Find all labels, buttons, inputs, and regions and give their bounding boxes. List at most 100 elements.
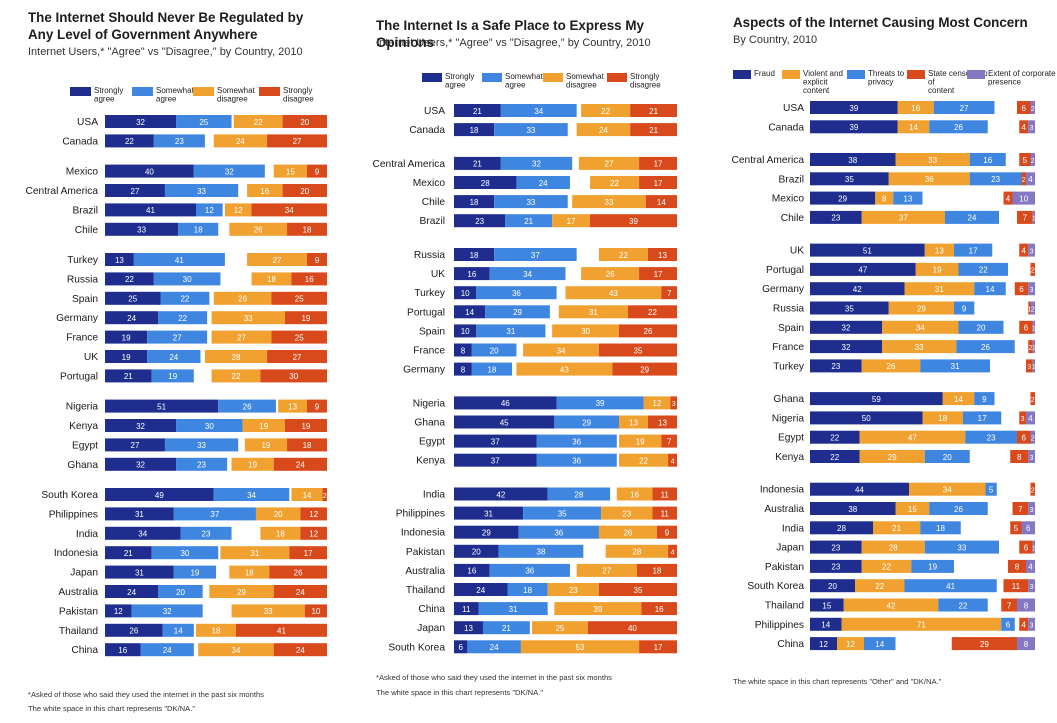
row-label: Turkey: [773, 361, 805, 372]
bar-segment: [605, 544, 669, 558]
bar-segment: [920, 359, 990, 373]
data-label: 21: [649, 107, 658, 116]
bar-segment: [164, 184, 239, 197]
data-label: 24: [163, 646, 172, 655]
data-label: 36: [572, 457, 581, 466]
data-label: 33: [928, 156, 937, 165]
row-label: Portugal: [766, 265, 804, 276]
data-label: 29: [888, 453, 897, 462]
bar-segment: [904, 282, 975, 296]
data-label: 40: [145, 167, 154, 176]
legend-swatch: [607, 73, 627, 82]
legend-label: disagree: [630, 81, 661, 90]
data-label: 17: [969, 246, 978, 255]
row-label: Canada: [409, 125, 445, 136]
data-label: 9: [962, 304, 967, 313]
legend-swatch: [259, 87, 280, 96]
bar-segment: [153, 272, 221, 286]
bar-segment: [284, 311, 327, 325]
row-label: Spain: [778, 323, 804, 334]
bar-segment: [1003, 579, 1029, 593]
data-label: 35: [558, 509, 567, 518]
data-label: 19: [122, 353, 131, 362]
data-label: 8: [1024, 640, 1029, 649]
row-label: France: [66, 333, 98, 344]
bar-segment: [287, 222, 327, 236]
bar-segment: [1019, 320, 1033, 334]
footnote: The white space in this chart represents…: [376, 688, 544, 697]
bar-segment: [630, 123, 677, 137]
data-label: 29: [980, 640, 989, 649]
legend-label: agree: [156, 95, 177, 104]
bar-segment: [554, 415, 620, 429]
data-label: 31: [484, 509, 493, 518]
bar-segment: [105, 184, 165, 197]
bar-segment: [810, 243, 925, 257]
bar-segment: [963, 411, 1002, 425]
data-label: 34: [247, 491, 256, 500]
data-label: 23: [202, 530, 211, 539]
bar-segment: [211, 330, 272, 344]
data-label: 22: [648, 308, 657, 317]
data-label: 23: [569, 586, 578, 595]
bar-segment: [616, 487, 653, 501]
data-label: 22: [125, 137, 134, 146]
row-label: Central America: [732, 155, 805, 166]
data-label: 33: [264, 607, 273, 616]
data-label: 19: [261, 441, 270, 450]
data-label: 18: [470, 251, 479, 260]
bar-segment: [454, 640, 468, 654]
data-label: 29: [237, 588, 246, 597]
legend-label: agree: [94, 95, 115, 104]
bar-segment: [627, 305, 677, 319]
data-label: 1: [1032, 364, 1036, 371]
bar-segment: [619, 324, 677, 338]
legend-label: Extent of corporate: [988, 69, 1056, 78]
data-label: 2: [1031, 268, 1035, 275]
bar-segment: [1028, 340, 1033, 354]
bar-segment: [454, 305, 486, 319]
bar-segment: [224, 203, 252, 217]
row-label: UK: [84, 352, 98, 363]
data-label: 6: [1026, 524, 1031, 533]
bar-segment: [454, 563, 490, 577]
bar-segment: [196, 623, 236, 637]
data-label: 3: [1030, 584, 1034, 591]
data-label: 13: [288, 402, 297, 411]
data-label: 24: [296, 461, 305, 470]
bar-segment: [176, 457, 228, 471]
data-label: 24: [296, 588, 305, 597]
data-label: 12: [819, 640, 828, 649]
data-label: 19: [248, 461, 257, 470]
bar-segment: [454, 525, 519, 539]
data-label: 12: [309, 510, 318, 519]
data-label: 4: [1028, 563, 1033, 572]
row-label: France: [413, 346, 445, 357]
bar-segment: [105, 399, 219, 413]
bar-segment: [176, 419, 243, 432]
data-label: 21: [524, 217, 533, 226]
bar-segment: [1003, 191, 1013, 205]
row-label: Brazil: [73, 205, 98, 216]
row-label: Egypt: [778, 433, 804, 444]
bar-segment: [668, 544, 677, 558]
legend-swatch: [733, 70, 751, 79]
data-label: 22: [875, 582, 884, 591]
data-label: 29: [582, 418, 591, 427]
bar-segment: [523, 506, 602, 520]
data-label: 34: [523, 270, 532, 279]
row-label: USA: [424, 106, 445, 117]
data-label: 15: [822, 601, 831, 610]
row-label: Portugal: [407, 307, 445, 318]
data-label: 49: [155, 491, 164, 500]
data-label: 22: [601, 107, 610, 116]
bar-segment: [1028, 282, 1035, 296]
data-label: 26: [954, 123, 963, 132]
data-label: 21: [649, 126, 658, 135]
row-label: Philippines: [755, 620, 804, 631]
chart-title: The Internet Is a Safe Place to Express …: [376, 18, 644, 50]
row-label: China: [71, 645, 98, 656]
bar-segment: [929, 502, 988, 515]
bar-segment: [536, 453, 617, 467]
bar-segment: [656, 525, 677, 539]
